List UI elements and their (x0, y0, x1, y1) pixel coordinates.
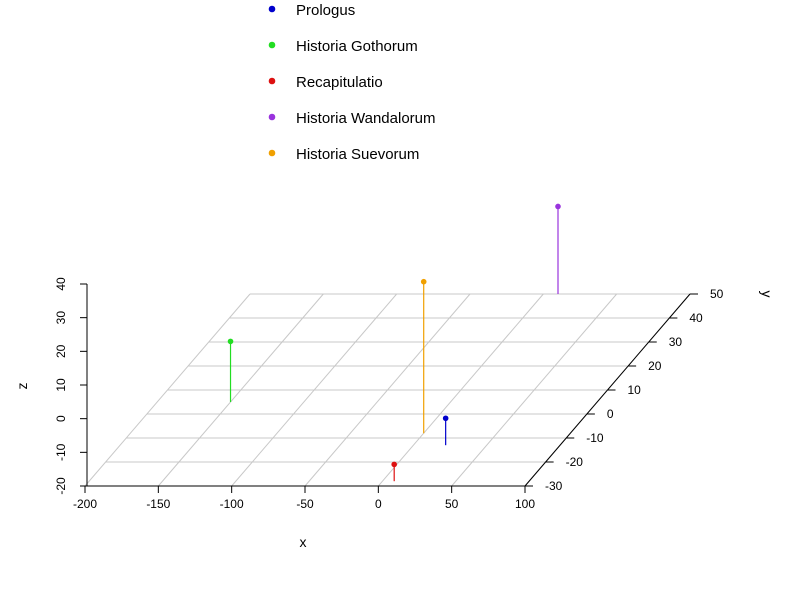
legend-marker (268, 41, 276, 49)
data-point (442, 415, 449, 422)
grid-line-x (84, 293, 251, 487)
data-point (227, 338, 234, 345)
x-tick-label: -100 (220, 497, 244, 511)
grid-line-x (451, 293, 618, 487)
grid-line-x (304, 293, 471, 487)
y-tick-label: 0 (607, 407, 614, 421)
axes: -200 -150 -100 -50 0 50 100-30-20-100102030405… (54, 277, 724, 511)
z-tick-label: 0 (54, 415, 68, 422)
z-tick-label: 20 (54, 344, 68, 358)
z-tick-label: -20 (54, 477, 68, 495)
data-points (227, 203, 561, 482)
x-tick-label: 0 (375, 497, 382, 511)
x-tick-label: -50 (296, 497, 314, 511)
y-tick-label: 30 (669, 335, 683, 349)
data-point (391, 461, 397, 468)
z-axis-title: z (14, 383, 30, 390)
x-tick-label: 50 (445, 497, 459, 511)
legend-label: Historia Suevorum (296, 146, 419, 163)
grid-line-x (157, 293, 324, 487)
y-tick-label: -10 (586, 431, 604, 445)
y-tick-label: 50 (710, 287, 724, 301)
y-tick-label: 10 (628, 383, 642, 397)
legend-marker (268, 113, 276, 121)
legend: Prologus Historia Gothorum Recapitulatio Hi… (268, 2, 436, 163)
y-tick-label: 20 (648, 359, 662, 373)
z-tick-label: 30 (54, 311, 68, 325)
legend-label: Historia Gothorum (296, 38, 418, 55)
legend-marker (268, 149, 276, 157)
legend-marker (268, 5, 276, 13)
y-axis-title: y (759, 291, 775, 298)
grid-line-x (377, 293, 544, 487)
y-tick-label: -20 (566, 455, 584, 469)
y-tick-label: -30 (545, 479, 563, 493)
data-point (420, 278, 427, 285)
z-tick-label: -10 (54, 443, 68, 461)
grid (84, 293, 691, 487)
x-axis-title: x (300, 534, 307, 550)
y-tick-label: 40 (689, 311, 703, 325)
legend-marker (268, 77, 276, 85)
z-tick-label: 40 (54, 277, 68, 291)
x-tick-label: -150 (146, 497, 170, 511)
legend-label: Prologus (296, 2, 355, 19)
data-point (555, 203, 561, 210)
legend-label: Historia Wandalorum (296, 110, 436, 127)
z-tick-label: 10 (54, 378, 68, 392)
grid-line-x (231, 293, 398, 487)
x-tick-label: 100 (515, 497, 535, 511)
legend-label: Recapitulatio (296, 74, 383, 91)
x-tick-label: -200 (73, 497, 97, 511)
